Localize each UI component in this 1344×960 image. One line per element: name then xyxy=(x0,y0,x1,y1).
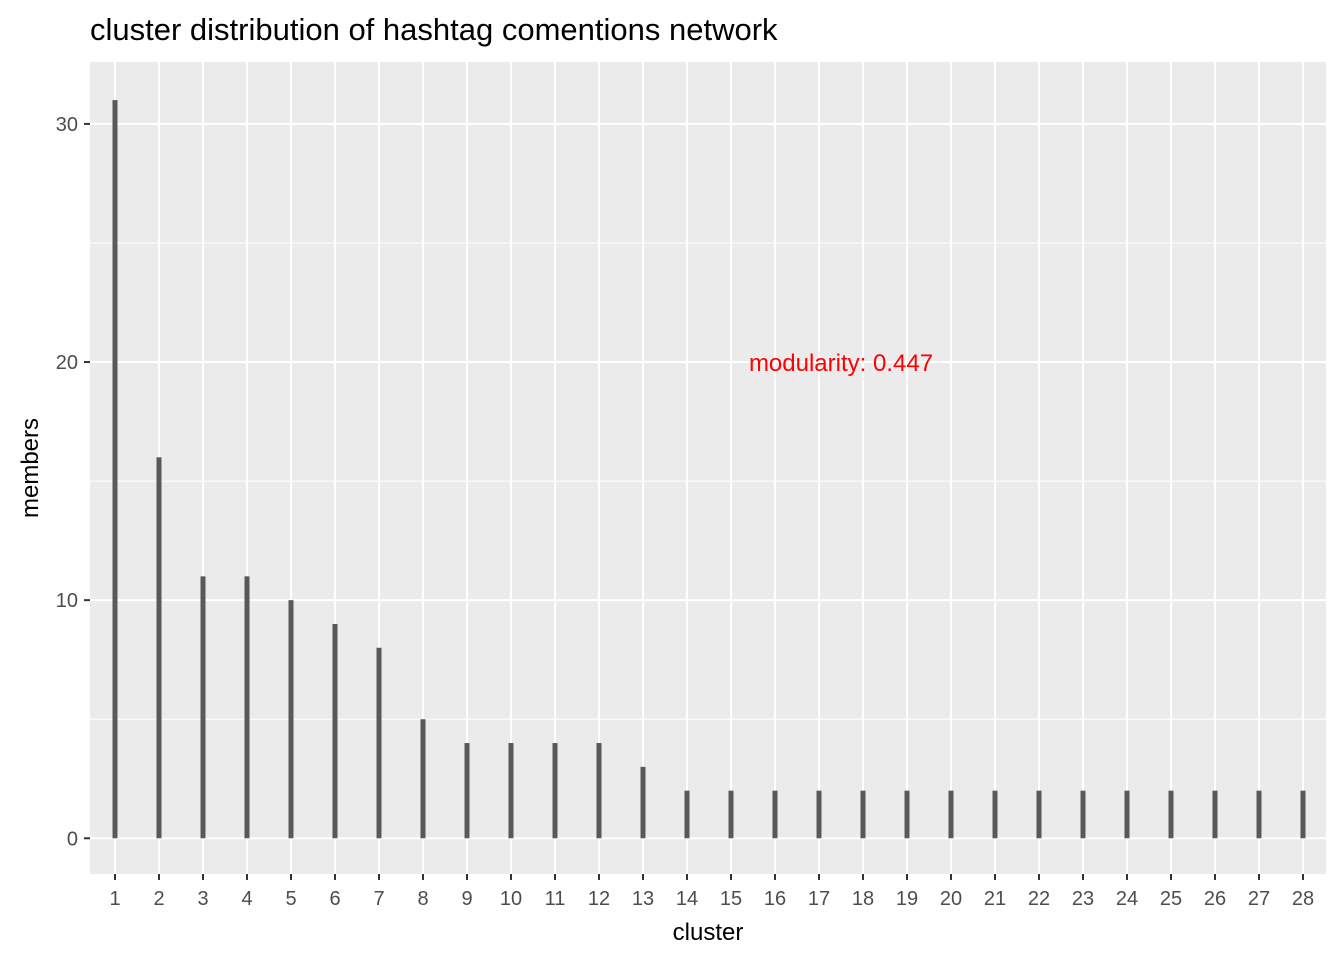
minor-gridlines xyxy=(90,242,1326,720)
x-tick-label: 28 xyxy=(1292,888,1314,910)
x-tick-label: 14 xyxy=(676,888,698,910)
y-tick-label: 30 xyxy=(56,114,78,136)
x-tick-label: 21 xyxy=(984,888,1006,910)
x-tick-label: 19 xyxy=(896,888,918,910)
bar xyxy=(244,576,250,839)
bar xyxy=(332,623,338,839)
bar xyxy=(728,790,734,839)
x-axis-title: cluster xyxy=(673,919,744,946)
x-tick-label: 1 xyxy=(109,888,120,910)
bar xyxy=(640,766,646,839)
y-axis-title: members xyxy=(17,418,44,518)
x-axis-ticks: 1 2 3 4 5 6 7 8 9 10 11 12 13 14 15 16 17 18 19 20 21 22 23 24 2… xyxy=(109,874,1314,910)
x-tick-label: 12 xyxy=(588,888,610,910)
x-tick-label: 8 xyxy=(417,888,428,910)
y-axis-ticks: 0 10 20 30 xyxy=(56,114,90,850)
bar xyxy=(816,790,822,839)
bar xyxy=(684,790,690,839)
chart-title: cluster distribution of hashtag comentio… xyxy=(90,12,778,47)
bars xyxy=(112,100,1306,839)
x-tick-label: 4 xyxy=(241,888,252,910)
bar xyxy=(1256,790,1262,839)
x-tick-label: 13 xyxy=(632,888,654,910)
x-tick-label: 26 xyxy=(1204,888,1226,910)
bar xyxy=(112,100,118,839)
bar xyxy=(596,743,602,839)
y-tick-label: 20 xyxy=(56,352,78,374)
x-tick-label: 23 xyxy=(1072,888,1094,910)
bar xyxy=(508,743,514,839)
x-tick-label: 20 xyxy=(940,888,962,910)
bar xyxy=(860,790,866,839)
x-tick-label: 16 xyxy=(764,888,786,910)
x-tick-label: 7 xyxy=(373,888,384,910)
bar xyxy=(1300,790,1306,839)
bar xyxy=(992,790,998,839)
bar xyxy=(552,743,558,839)
x-tick-label: 2 xyxy=(153,888,164,910)
x-tick-label: 25 xyxy=(1160,888,1182,910)
x-tick-label: 10 xyxy=(500,888,522,910)
bar xyxy=(288,600,294,839)
x-tick-label: 24 xyxy=(1116,888,1138,910)
x-tick-label: 5 xyxy=(285,888,296,910)
bar xyxy=(1212,790,1218,839)
bar xyxy=(464,743,470,839)
bar xyxy=(1036,790,1042,839)
bar xyxy=(156,457,162,839)
x-tick-label: 11 xyxy=(545,888,566,910)
bar xyxy=(904,790,910,839)
modularity-annotation: modularity: 0.447 xyxy=(749,350,933,377)
x-tick-label: 27 xyxy=(1248,888,1270,910)
x-tick-label: 9 xyxy=(461,888,472,910)
y-tick-label: 0 xyxy=(67,828,78,850)
bar xyxy=(772,790,778,839)
bar xyxy=(1080,790,1086,839)
x-tick-label: 3 xyxy=(197,888,208,910)
plot-panel xyxy=(90,62,1326,874)
bar xyxy=(1168,790,1174,839)
x-tick-label: 22 xyxy=(1028,888,1050,910)
bar xyxy=(200,576,206,839)
bar xyxy=(376,647,382,839)
x-tick-label: 17 xyxy=(808,888,830,910)
bar xyxy=(420,719,426,839)
y-tick-label: 10 xyxy=(56,590,78,612)
bar xyxy=(1124,790,1130,839)
x-tick-label: 6 xyxy=(329,888,340,910)
x-tick-label: 15 xyxy=(720,888,742,910)
x-tick-label: 18 xyxy=(852,888,874,910)
bar xyxy=(948,790,954,839)
